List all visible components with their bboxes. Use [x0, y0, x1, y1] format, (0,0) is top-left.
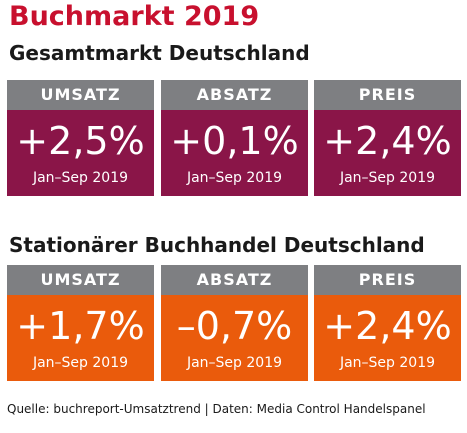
- kpi-period: Jan–Sep 2019: [186, 355, 283, 371]
- section-title-gesamtmarkt: Gesamtmarkt Deutschland: [9, 41, 310, 65]
- kpi-header: PREIS: [314, 265, 461, 295]
- kpi-body: +2,4% Jan–Sep 2019: [314, 110, 461, 196]
- kpi-box-umsatz-stationaer: UMSATZ +1,7% Jan–Sep 2019: [7, 265, 154, 381]
- kpi-value: +1,7%: [16, 304, 145, 348]
- kpi-period: Jan–Sep 2019: [339, 170, 436, 186]
- kpi-header: ABSATZ: [161, 265, 308, 295]
- section-title-stationaer: Stationärer Buchhandel Deutschland: [9, 233, 425, 257]
- kpi-value: +2,4%: [323, 119, 452, 163]
- kpi-box-preis-gesamt: PREIS +2,4% Jan–Sep 2019: [314, 80, 461, 196]
- main-title: Buchmarkt 2019: [9, 1, 260, 32]
- kpi-header: PREIS: [314, 80, 461, 110]
- kpi-body: +0,1% Jan–Sep 2019: [161, 110, 308, 196]
- kpi-body: +2,5% Jan–Sep 2019: [7, 110, 154, 196]
- kpi-period: Jan–Sep 2019: [339, 355, 436, 371]
- kpi-body: +2,4% Jan–Sep 2019: [314, 295, 461, 381]
- kpi-header: ABSATZ: [161, 80, 308, 110]
- kpi-body: +1,7% Jan–Sep 2019: [7, 295, 154, 381]
- kpi-body: –0,7% Jan–Sep 2019: [161, 295, 308, 381]
- kpi-header: UMSATZ: [7, 80, 154, 110]
- kpi-box-umsatz-gesamt: UMSATZ +2,5% Jan–Sep 2019: [7, 80, 154, 196]
- kpi-box-absatz-gesamt: ABSATZ +0,1% Jan–Sep 2019: [161, 80, 308, 196]
- source-note: Quelle: buchreport-Umsatztrend | Daten: …: [7, 402, 426, 416]
- kpi-box-preis-stationaer: PREIS +2,4% Jan–Sep 2019: [314, 265, 461, 381]
- kpi-value: +2,5%: [16, 119, 145, 163]
- kpi-header: UMSATZ: [7, 265, 154, 295]
- kpi-period: Jan–Sep 2019: [32, 170, 129, 186]
- kpi-period: Jan–Sep 2019: [186, 170, 283, 186]
- kpi-value: –0,7%: [176, 304, 293, 348]
- kpi-period: Jan–Sep 2019: [32, 355, 129, 371]
- kpi-value: +2,4%: [323, 304, 452, 348]
- kpi-box-absatz-stationaer: ABSATZ –0,7% Jan–Sep 2019: [161, 265, 308, 381]
- kpi-value: +0,1%: [170, 119, 299, 163]
